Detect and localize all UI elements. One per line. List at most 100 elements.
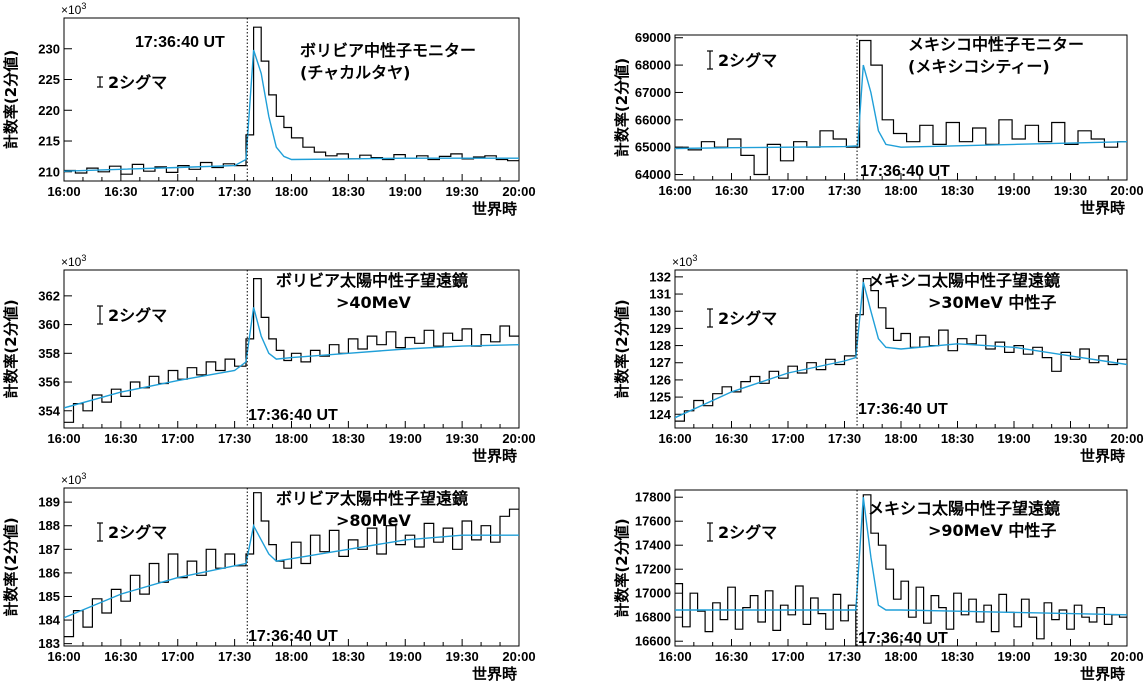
x-tick-label: 20:00 xyxy=(502,184,535,199)
sigma-label: 2シグマ xyxy=(718,309,777,328)
y-tick-label: 354 xyxy=(38,403,60,418)
x-tick-label: 20:00 xyxy=(502,431,535,446)
model-fit-series xyxy=(64,307,519,409)
y-tick-label: 17200 xyxy=(635,562,671,577)
x-tick-label: 19:00 xyxy=(389,184,422,199)
y-tick-label: 356 xyxy=(38,375,60,390)
plot-frame xyxy=(63,269,520,429)
y-tick-label: 185 xyxy=(38,589,60,604)
x-tick-label: 18:00 xyxy=(275,184,308,199)
y-tick-label: 189 xyxy=(38,495,60,510)
x-axis-label: 世界時 xyxy=(1080,665,1125,683)
observed-count-series xyxy=(675,278,1127,422)
model-fit-series xyxy=(675,497,1127,616)
y-tick-label: 183 xyxy=(38,636,60,651)
y-multiplier: ×103 xyxy=(61,1,86,17)
x-tick-label: 18:30 xyxy=(332,431,365,446)
x-tick-label: 18:30 xyxy=(332,184,365,199)
x-tick-label: 20:00 xyxy=(502,649,535,664)
x-tick-label: 17:30 xyxy=(218,431,251,446)
panel-title-line1: ボリビア太陽中性子望遠鏡 xyxy=(276,271,468,290)
x-tick-label: 19:00 xyxy=(997,431,1030,446)
y-tick-label: 17800 xyxy=(635,490,671,505)
chart-panel-4: 16:00 16:30 17:00 17:30 18:00 18:30 19:00 19:30… xyxy=(613,253,1144,465)
x-tick-label: 18:30 xyxy=(941,431,974,446)
sigma-label: 2シグマ xyxy=(718,523,777,542)
y-tick-label: 210 xyxy=(38,164,60,179)
model-fit-series xyxy=(675,64,1127,150)
x-tick-label: 16:30 xyxy=(104,649,137,664)
x-tick-label: 18:00 xyxy=(884,431,917,446)
x-tick-label: 19:30 xyxy=(1054,183,1087,198)
model-fit-series xyxy=(64,523,519,619)
event-time-label: 17:36:40 UT xyxy=(858,630,948,647)
y-multiplier: ×103 xyxy=(61,253,86,269)
observed-count-series xyxy=(64,492,519,638)
x-tick-label: 19:30 xyxy=(446,184,479,199)
panel-title-line1: ボリビア中性子モニター xyxy=(300,41,476,60)
y-tick-label: 129 xyxy=(649,321,671,336)
panel-title-line1: メキシコ太陽中性子望遠鏡 xyxy=(868,271,1060,290)
x-tick-label: 20:00 xyxy=(1110,431,1143,446)
x-tick-label: 19:00 xyxy=(389,649,422,664)
two-sigma-marker: 2シグマ xyxy=(97,305,167,325)
observed-count-series xyxy=(64,278,519,423)
y-axis-label: 計数率(2分値) xyxy=(2,50,20,149)
y-tick-label: 17600 xyxy=(635,514,671,529)
y-tick-label: 69000 xyxy=(635,30,671,45)
event-time-label: 17:36:40 UT xyxy=(248,407,338,424)
x-tick-label: 19:30 xyxy=(446,649,479,664)
x-tick-label: 16:30 xyxy=(104,431,137,446)
x-tick-label: 16:30 xyxy=(104,184,137,199)
x-tick-label: 19:30 xyxy=(446,431,479,446)
x-tick-label: 17:00 xyxy=(771,183,804,198)
panel-title-line1: メキシコ中性子モニター xyxy=(908,35,1084,54)
y-tick-label: 67000 xyxy=(635,85,671,100)
y-tick-label: 360 xyxy=(38,317,60,332)
two-sigma-marker: 2シグマ xyxy=(707,50,777,70)
y-tick-label: 230 xyxy=(38,41,60,56)
sigma-label: 2シグマ xyxy=(108,306,167,325)
x-tick-label: 16:00 xyxy=(658,431,691,446)
x-tick-label: 16:00 xyxy=(47,184,80,199)
x-tick-label: 17:30 xyxy=(218,184,251,199)
model-fit-series xyxy=(64,49,519,172)
x-tick-label: 19:00 xyxy=(997,649,1030,664)
two-sigma-marker: 2シグマ xyxy=(707,308,777,328)
x-tick-label: 18:00 xyxy=(275,431,308,446)
x-tick-label: 17:30 xyxy=(218,649,251,664)
y-axis-label: 計数率(2分値) xyxy=(613,299,631,398)
panel-title-line1: メキシコ太陽中性子望遠鏡 xyxy=(868,499,1060,518)
panel-title-line2: >30MeV 中性子 xyxy=(928,293,1056,312)
sigma-label: 2シグマ xyxy=(108,523,167,542)
x-axis-label: 世界時 xyxy=(1080,447,1125,465)
x-tick-label: 17:30 xyxy=(828,431,861,446)
x-tick-label: 18:30 xyxy=(941,183,974,198)
y-tick-label: 16600 xyxy=(635,634,671,649)
x-tick-label: 17:00 xyxy=(161,649,194,664)
model-fit-series xyxy=(675,281,1127,419)
sigma-label: 2シグマ xyxy=(108,73,167,92)
y-tick-label: 124 xyxy=(649,407,671,422)
y-tick-label: 132 xyxy=(649,269,671,284)
y-axis-label: 計数率(2分値) xyxy=(2,517,20,616)
chart-panel-2: 16:00 16:30 17:00 17:30 18:00 18:30 19:00 19:30… xyxy=(613,30,1144,217)
x-tick-label: 17:00 xyxy=(771,649,804,664)
chart-panel-1: 16:00 16:30 17:00 17:30 18:00 18:30 19:00 19:30… xyxy=(2,1,536,218)
x-tick-label: 18:00 xyxy=(884,183,917,198)
x-tick-label: 18:00 xyxy=(275,649,308,664)
x-tick-label: 17:30 xyxy=(828,649,861,664)
x-tick-label: 16:30 xyxy=(715,183,748,198)
y-tick-label: 131 xyxy=(649,287,671,302)
y-tick-label: 187 xyxy=(38,542,60,557)
x-axis-label: 世界時 xyxy=(1080,199,1125,217)
x-tick-label: 20:00 xyxy=(1110,183,1143,198)
observed-count-series xyxy=(64,26,519,175)
y-multiplier: ×103 xyxy=(61,471,86,487)
x-tick-label: 17:00 xyxy=(161,431,194,446)
y-tick-label: 362 xyxy=(38,288,60,303)
y-tick-label: 64000 xyxy=(635,167,671,182)
observed-count-series xyxy=(675,39,1127,176)
x-tick-label: 16:00 xyxy=(47,649,80,664)
